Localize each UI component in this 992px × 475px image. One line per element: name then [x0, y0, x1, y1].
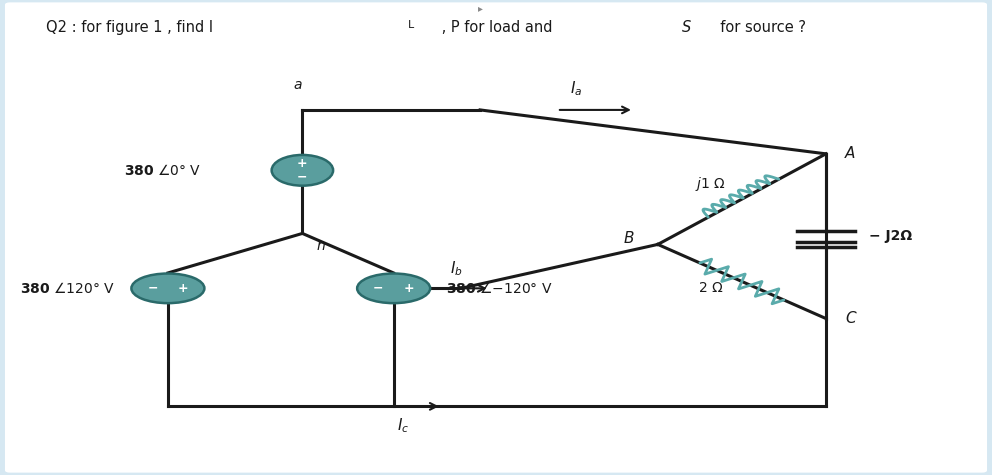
- Text: C: C: [845, 311, 856, 326]
- Text: $I_a$: $I_a$: [570, 80, 582, 98]
- Ellipse shape: [272, 155, 333, 186]
- Text: Q2 : for figure 1 , find I: Q2 : for figure 1 , find I: [46, 20, 213, 35]
- Text: − J2Ω: − J2Ω: [869, 229, 913, 243]
- Text: +: +: [297, 157, 308, 171]
- Text: A: A: [845, 146, 855, 162]
- Text: B: B: [623, 231, 634, 247]
- Ellipse shape: [131, 274, 204, 303]
- Text: ▸: ▸: [478, 3, 482, 13]
- Text: , P for load and: , P for load and: [436, 20, 553, 35]
- Text: $\mathbf{380}$ $\angle$0° V: $\mathbf{380}$ $\angle$0° V: [124, 163, 201, 178]
- Text: a: a: [294, 78, 302, 92]
- Text: S: S: [682, 20, 691, 35]
- Text: −: −: [147, 282, 158, 295]
- Text: L: L: [408, 20, 415, 30]
- Text: 2 Ω: 2 Ω: [698, 281, 722, 295]
- Text: $\mathbf{380}$ $\angle$120° V: $\mathbf{380}$ $\angle$120° V: [20, 281, 115, 296]
- Text: −: −: [373, 282, 384, 295]
- Text: $j$1 Ω: $j$1 Ω: [695, 175, 726, 193]
- Text: for source ?: for source ?: [710, 20, 806, 35]
- Text: n: n: [316, 239, 325, 253]
- Text: +: +: [404, 282, 415, 295]
- Ellipse shape: [357, 274, 431, 303]
- Text: $I_c$: $I_c$: [397, 416, 410, 435]
- Text: +: +: [178, 282, 188, 295]
- Text: $\mathbf{380}$ $\angle$$-$120° V: $\mathbf{380}$ $\angle$$-$120° V: [446, 281, 554, 296]
- Text: −: −: [298, 170, 308, 183]
- Text: $I_b$: $I_b$: [449, 260, 462, 278]
